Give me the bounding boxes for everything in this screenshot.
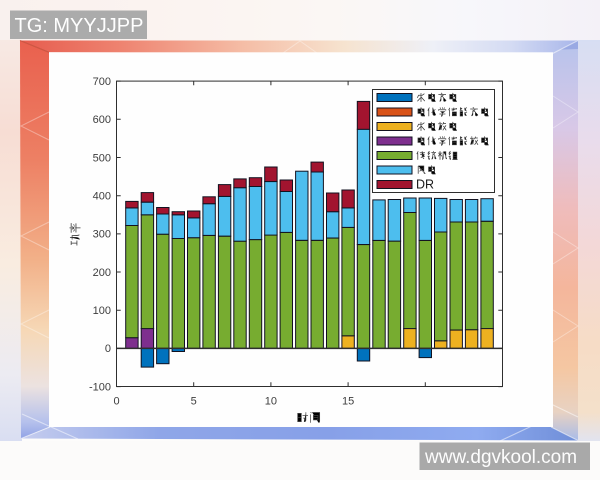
svg-text:200: 200 <box>93 267 111 279</box>
svg-text:10: 10 <box>265 396 277 408</box>
svg-text:www.dgvkool.com: www.dgvkool.com <box>424 447 577 468</box>
svg-text:600: 600 <box>93 114 111 126</box>
svg-text:300: 300 <box>93 229 111 241</box>
svg-text:0: 0 <box>105 343 111 355</box>
svg-text:5: 5 <box>191 396 197 408</box>
svg-text:700: 700 <box>93 76 111 88</box>
svg-text:-100: -100 <box>89 381 111 393</box>
svg-text:500: 500 <box>93 152 111 164</box>
svg-text:15: 15 <box>342 396 354 408</box>
svg-text:400: 400 <box>93 191 111 203</box>
svg-text:DR: DR <box>416 178 434 192</box>
svg-text:0: 0 <box>113 396 119 408</box>
svg-text:TG: MYYJJPP: TG: MYYJJPP <box>15 15 144 37</box>
svg-text:100: 100 <box>93 305 111 317</box>
